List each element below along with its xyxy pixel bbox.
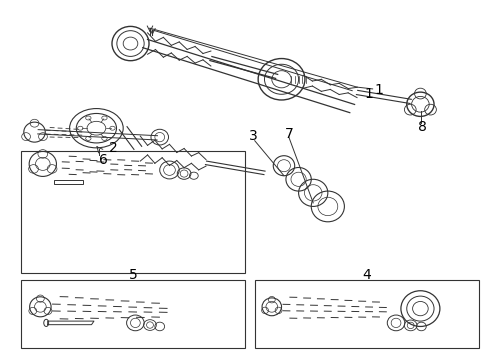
Text: 1: 1 [374,83,383,97]
Text: 1: 1 [365,87,374,101]
Text: 6: 6 [99,153,108,167]
Text: 4: 4 [363,268,371,282]
Text: 8: 8 [418,120,427,134]
Text: 7: 7 [285,127,293,140]
Text: 3: 3 [249,129,258,143]
Bar [54,180,83,184]
Bar [21,280,245,348]
Text: 5: 5 [128,268,137,282]
Bar [255,280,479,348]
Bar [21,152,245,273]
Text: 2: 2 [109,141,118,155]
